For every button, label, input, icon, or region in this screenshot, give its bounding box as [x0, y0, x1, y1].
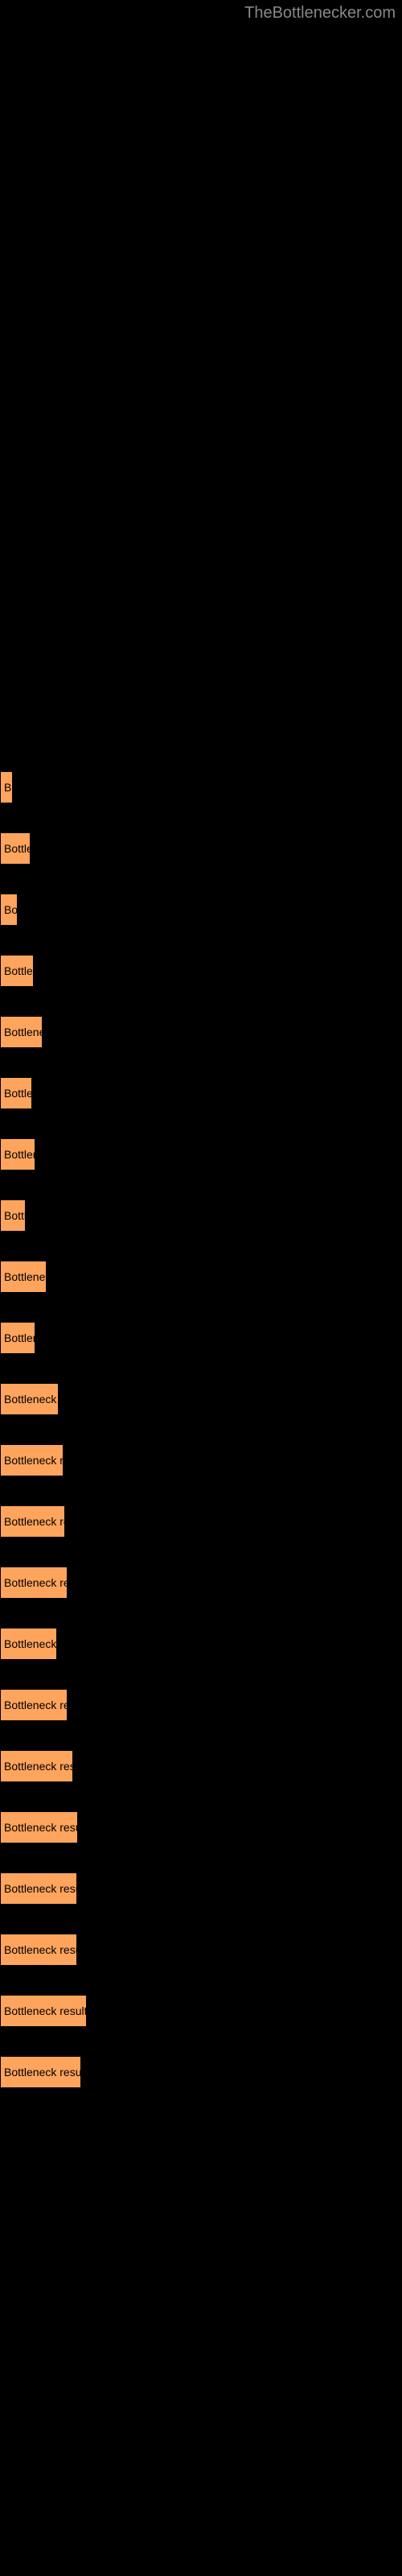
bar-chart: B Bottlen Bo Bottlene Bottleneck Bottlene Bott… [0, 0, 402, 2103]
bar-label: Bottleneck result [4, 1882, 77, 1895]
bar-row: Bottle [0, 1185, 402, 1246]
bar: Bottleneck [0, 1016, 43, 1048]
bar-row: Bottleneck result [0, 1552, 402, 1613]
bar-row: Bottlenec [0, 1124, 402, 1185]
bar-label: Bottlene [4, 1331, 35, 1344]
bar-label: B [4, 781, 11, 794]
bar-label: Bottlene [4, 964, 34, 977]
bar-row: Bottleneck res [0, 1613, 402, 1674]
bar-row: Bottleneck result [0, 1797, 402, 1858]
bar-row: Bottlen [0, 818, 402, 879]
bar-row: Bottleneck result [0, 1674, 402, 1736]
bar: Bottleneck result [0, 1750, 73, 1782]
bar-row: Bottleneck result [0, 1491, 402, 1552]
bar-row: Bottleneck result [0, 2041, 402, 2103]
bar: Bottleneck result [0, 2056, 81, 2088]
bar: Bottleneck res [0, 1628, 57, 1660]
bar-label: Bottleneck resu [4, 1393, 59, 1406]
bar-row: Bottleneck result [0, 1430, 402, 1491]
bar-label: Bottleneck r [4, 1270, 47, 1283]
bar: Bottle [0, 1199, 26, 1232]
bar-row: B [0, 757, 402, 818]
bar: Bottleneck resu [0, 1383, 59, 1415]
bar-row: Bottleneck result [0, 1858, 402, 1919]
bar-label: Bo [4, 903, 18, 916]
bar-label: Bottlene [4, 1087, 32, 1100]
bar-label: Bottlen [4, 842, 31, 855]
bar-label: Bottlenec [4, 1148, 35, 1161]
bar-label: Bottleneck result [4, 1515, 65, 1528]
bar: Bottleneck result [0, 1505, 65, 1538]
bar: Bottleneck result [0, 1689, 68, 1721]
bar: Bottlenec [0, 1138, 35, 1170]
bar-row: Bottlene [0, 1307, 402, 1368]
bar: B [0, 771, 13, 803]
bar: Bottleneck result [0, 1567, 68, 1599]
bar-label: Bottleneck result [4, 1576, 68, 1589]
bar: Bottleneck result [0, 1995, 87, 2027]
bar-label: Bottleneck result [4, 2066, 81, 2079]
bar: Bottlene [0, 1077, 32, 1109]
bar-row: Bottleneck result [0, 1736, 402, 1797]
bar: Bottlene [0, 955, 34, 987]
bar: Bottleneck result [0, 1934, 77, 1966]
bar: Bottlene [0, 1322, 35, 1354]
bar-label: Bottleneck result [4, 1454, 64, 1467]
bar: Bottleneck r [0, 1261, 47, 1293]
bar-row: Bottleneck r [0, 1246, 402, 1307]
bar-row: Bo [0, 879, 402, 940]
bar-label: Bottleneck result [4, 1943, 77, 1956]
bar-label: Bottleneck result [4, 1760, 73, 1773]
bar: Bottleneck result [0, 1444, 64, 1476]
bar-row: Bottleneck result [0, 1919, 402, 1980]
bar-label: Bottleneck [4, 1026, 43, 1038]
bar: Bottlen [0, 832, 31, 865]
bar-row: Bottleneck result [0, 1980, 402, 2041]
bar: Bo [0, 894, 18, 926]
bar-label: Bottle [4, 1209, 26, 1222]
bar-label: Bottleneck result [4, 2004, 87, 2017]
bar-label: Bottleneck result [4, 1821, 78, 1834]
bar: Bottleneck result [0, 1872, 77, 1905]
bar: Bottleneck result [0, 1811, 78, 1843]
bar-row: Bottlene [0, 1063, 402, 1124]
bar-label: Bottleneck res [4, 1637, 57, 1650]
bar-row: Bottleneck resu [0, 1368, 402, 1430]
bar-row: Bottlene [0, 940, 402, 1001]
bar-row: Bottleneck [0, 1001, 402, 1063]
bar-label: Bottleneck result [4, 1699, 68, 1711]
